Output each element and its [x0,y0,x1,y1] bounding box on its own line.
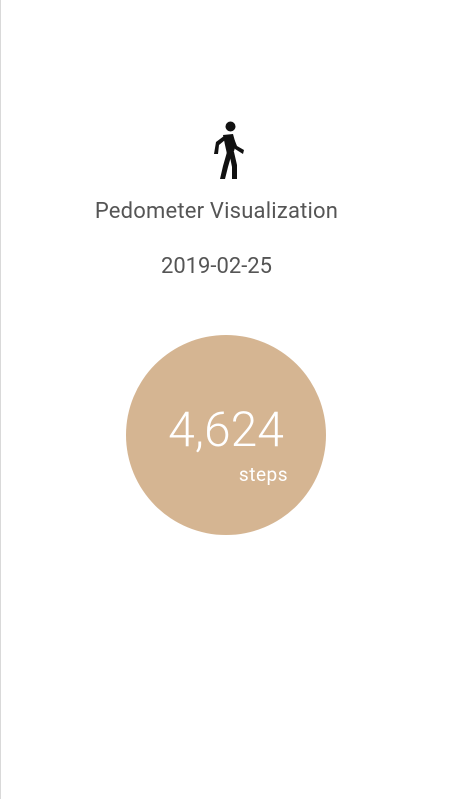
steps-circle: 4,624 steps [126,335,326,535]
step-count: 4,624 [168,401,284,458]
page-title: Pedometer Visualization [94,199,339,224]
steps-unit-label: steps [238,463,288,486]
left-edge-divider [0,0,1,799]
date-label: 2019-02-25 [160,254,273,279]
walking-person-icon [206,121,248,179]
